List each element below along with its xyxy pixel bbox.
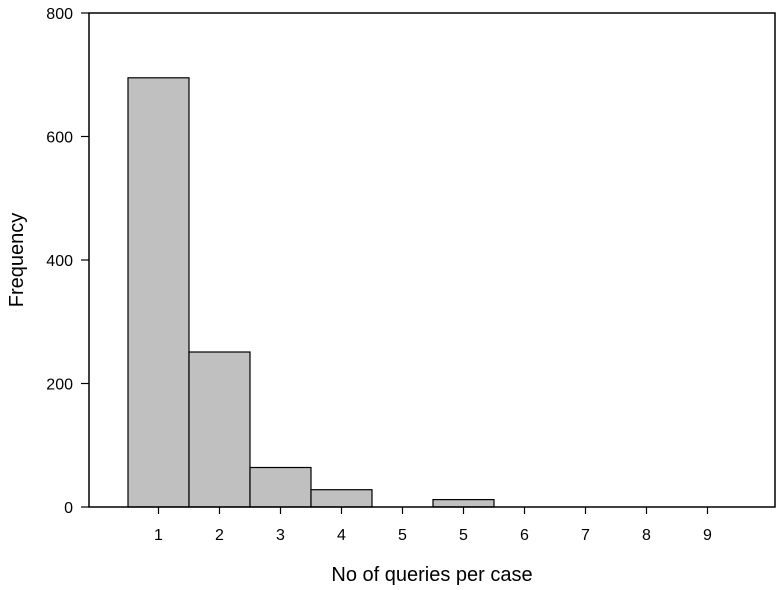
- y-tick-label: 800: [46, 6, 73, 23]
- bar-4: [310, 489, 373, 508]
- bars-group: [127, 77, 495, 508]
- x-axis-title: No of queries per case: [331, 564, 532, 586]
- y-tick-label: 0: [64, 500, 73, 517]
- x-tick-label: 8: [642, 527, 651, 544]
- x-tick-label: 2: [215, 527, 224, 544]
- y-tick-label: 200: [46, 377, 73, 394]
- x-tick-label: 1: [154, 527, 163, 544]
- y-tick-label: 400: [46, 253, 73, 270]
- bar-2: [188, 351, 251, 508]
- bar-3: [249, 466, 312, 508]
- x-tick-label: 7: [581, 527, 590, 544]
- bar-1: [127, 77, 190, 508]
- x-tick-label: 4: [337, 527, 346, 544]
- x-tick-label: 5: [398, 527, 407, 544]
- x-tick-label: 3: [276, 527, 285, 544]
- y-axis-ticks: 0 200 400 600 800: [46, 6, 89, 517]
- bar-6: [432, 499, 495, 508]
- x-tick-label: 9: [703, 527, 712, 544]
- x-axis-ticks: 1 2 3 4 5 5 6 7 8 9: [154, 507, 712, 544]
- x-tick-label: 6: [520, 527, 529, 544]
- y-tick-label: 600: [46, 130, 73, 147]
- y-axis-title: Frequency: [6, 213, 28, 308]
- x-tick-label: 5: [459, 527, 468, 544]
